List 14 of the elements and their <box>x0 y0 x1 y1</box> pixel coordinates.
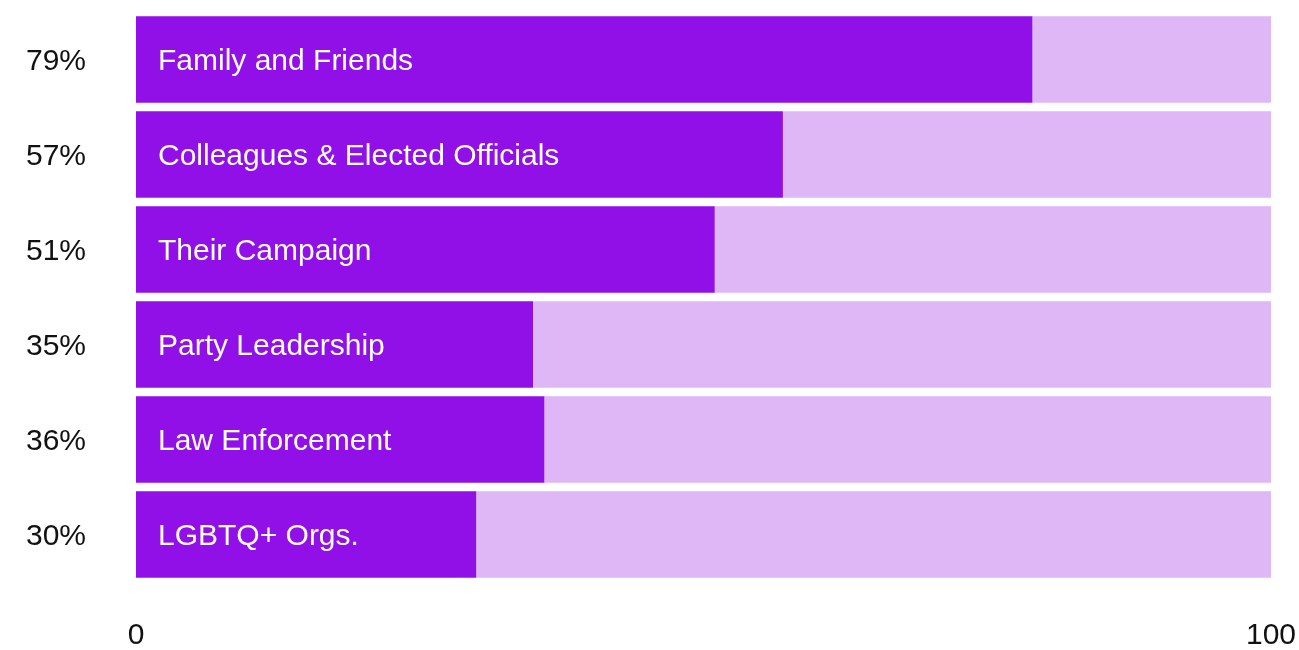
x-tick-label: 100 <box>1245 616 1296 650</box>
data-label: 35% <box>25 328 86 361</box>
data-label: 36% <box>25 423 86 456</box>
y-tick-label: LGBTQ+ Orgs. <box>158 518 359 551</box>
y-tick-label: Party Leadership <box>158 328 385 361</box>
data-label: 57% <box>25 138 86 171</box>
data-label: 51% <box>25 233 86 266</box>
data-label: 79% <box>25 43 86 76</box>
x-tick-label: 0 <box>127 616 145 650</box>
y-tick-label: Law Enforcement <box>158 423 393 456</box>
y-tick-label: Their Campaign <box>158 233 372 266</box>
data-label: 30% <box>25 518 86 551</box>
y-tick-label: Colleagues & Elected Officials <box>158 138 560 171</box>
y-tick-label: Family and Friends <box>158 43 414 76</box>
